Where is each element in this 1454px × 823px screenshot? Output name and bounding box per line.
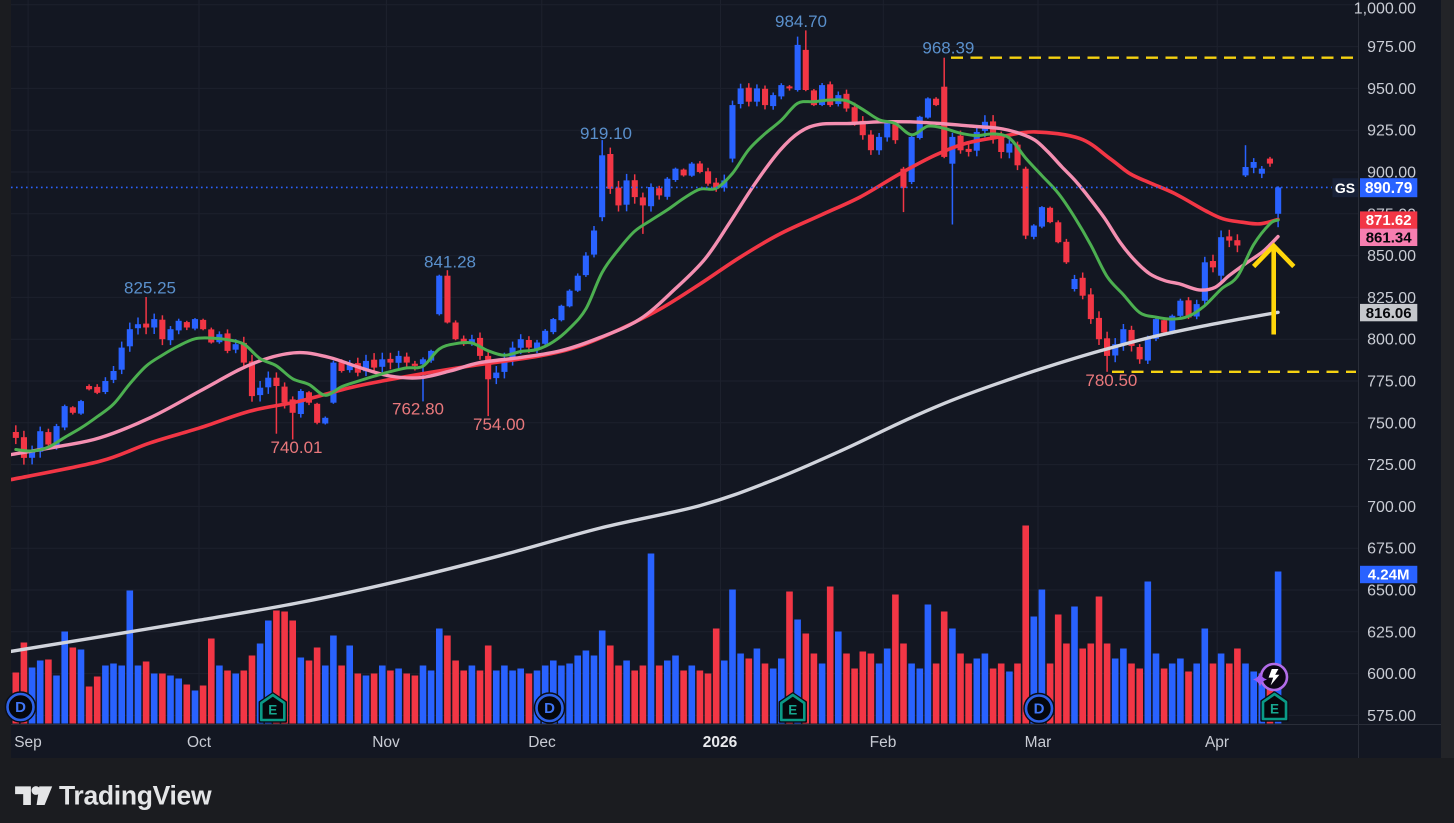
svg-text:754.00: 754.00 bbox=[473, 415, 525, 434]
svg-text:762.80: 762.80 bbox=[392, 400, 444, 419]
svg-text:600.00: 600.00 bbox=[1367, 666, 1416, 683]
svg-text:841.28: 841.28 bbox=[424, 253, 476, 272]
svg-text:Apr: Apr bbox=[1205, 734, 1229, 751]
svg-text:675.00: 675.00 bbox=[1367, 541, 1416, 558]
svg-text:E: E bbox=[788, 703, 797, 718]
svg-text:725.00: 725.00 bbox=[1367, 457, 1416, 474]
svg-text:575.00: 575.00 bbox=[1367, 708, 1416, 725]
svg-text:E: E bbox=[268, 703, 277, 718]
svg-text:975.00: 975.00 bbox=[1367, 39, 1416, 56]
svg-text:816.06: 816.06 bbox=[1366, 305, 1412, 322]
svg-text:800.00: 800.00 bbox=[1367, 332, 1416, 349]
svg-text:850.00: 850.00 bbox=[1367, 248, 1416, 265]
svg-text:825.25: 825.25 bbox=[124, 279, 176, 298]
svg-text:Dec: Dec bbox=[528, 734, 556, 751]
svg-text:650.00: 650.00 bbox=[1367, 583, 1416, 600]
svg-text:D: D bbox=[1034, 701, 1045, 718]
svg-text:GS: GS bbox=[1335, 180, 1355, 196]
svg-text:625.00: 625.00 bbox=[1367, 624, 1416, 641]
svg-text:D: D bbox=[544, 700, 555, 717]
svg-text:Sep: Sep bbox=[14, 734, 42, 751]
svg-text:1,000.00: 1,000.00 bbox=[1354, 1, 1416, 18]
svg-text:825.00: 825.00 bbox=[1367, 290, 1416, 307]
svg-text:968.39: 968.39 bbox=[922, 39, 974, 58]
svg-text:Nov: Nov bbox=[372, 734, 400, 751]
svg-text:Feb: Feb bbox=[870, 734, 897, 751]
svg-text:740.01: 740.01 bbox=[271, 438, 323, 457]
svg-text:TradingView: TradingView bbox=[59, 781, 212, 811]
svg-text:775.00: 775.00 bbox=[1367, 374, 1416, 391]
svg-text:900.00: 900.00 bbox=[1367, 165, 1416, 182]
svg-text:890.79: 890.79 bbox=[1365, 180, 1413, 197]
svg-text:D: D bbox=[15, 699, 26, 716]
svg-text:700.00: 700.00 bbox=[1367, 499, 1416, 516]
svg-text:871.62: 871.62 bbox=[1366, 212, 1412, 229]
svg-text:984.70: 984.70 bbox=[775, 12, 827, 31]
svg-text:861.34: 861.34 bbox=[1366, 230, 1413, 247]
svg-text:E: E bbox=[1270, 702, 1279, 717]
svg-text:4.24M: 4.24M bbox=[1368, 567, 1410, 584]
svg-text:780.50: 780.50 bbox=[1085, 371, 1137, 390]
svg-text:Oct: Oct bbox=[187, 734, 212, 751]
svg-text:925.00: 925.00 bbox=[1367, 123, 1416, 140]
svg-text:950.00: 950.00 bbox=[1367, 81, 1416, 98]
svg-text:Mar: Mar bbox=[1025, 734, 1052, 751]
svg-text:919.10: 919.10 bbox=[580, 124, 632, 143]
svg-text:2026: 2026 bbox=[703, 734, 738, 751]
svg-text:750.00: 750.00 bbox=[1367, 415, 1416, 432]
